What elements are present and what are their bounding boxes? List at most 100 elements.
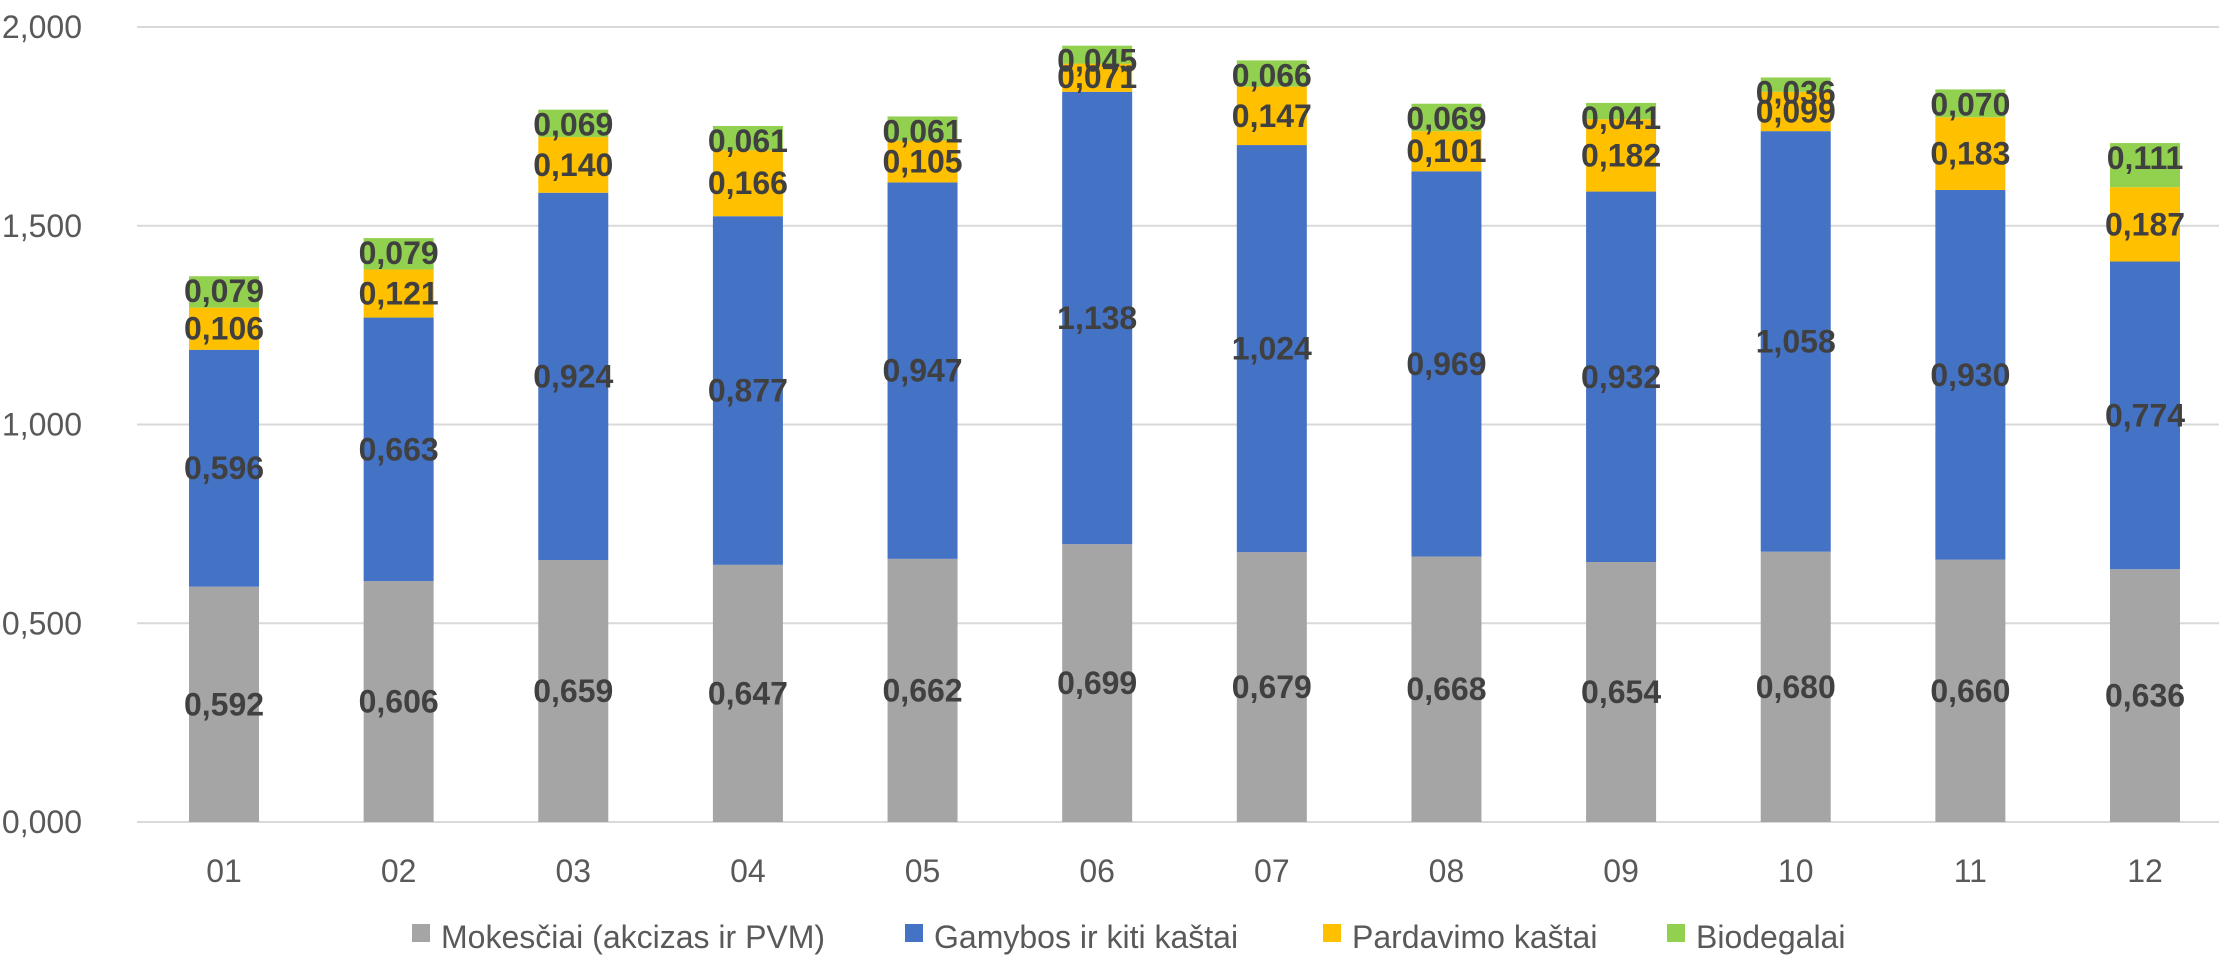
bar-segment [1586,102,1657,120]
bar-segment [2110,187,2180,262]
bars [189,45,2180,822]
x-tick-label: 12 [2127,853,2163,889]
bar-segment [363,238,434,270]
data-label: 0,636 [2105,678,2185,714]
data-label: 0,121 [359,276,439,312]
data-label: 0,774 [2105,397,2185,433]
bar-segment [1586,562,1657,822]
data-label: 0,647 [708,675,788,711]
bar-segment [887,116,958,141]
bar-segment [1062,45,1133,64]
bar-segment [1236,86,1307,146]
data-label: 0,680 [1756,669,1836,705]
y-tick-label: 1,500 [2,208,82,244]
data-label: 0,182 [1581,137,1661,173]
y-axis-ticks: 0,000 0,500 1,000 1,500 2,000 [2,9,82,840]
x-tick-label: 02 [381,853,417,889]
bar-segment [538,109,609,138]
x-tick-label: 11 [1954,853,1987,889]
bar-segment [712,125,783,151]
data-label: 0,679 [1232,669,1312,705]
bar-segment [1062,63,1133,92]
x-tick-label: 04 [730,853,766,889]
bar-segment [1935,559,2006,822]
x-tick-label: 07 [1254,853,1290,889]
bar-segment [887,558,958,822]
bar-segment [1935,89,2006,118]
data-labels: 0,5920,5960,1060,0790,6060,6630,1210,079… [184,43,2185,723]
bar-segment [1586,119,1657,192]
data-label: 0,592 [184,686,264,722]
bar-segment [1236,145,1307,553]
legend-swatch [412,924,430,942]
bar-segment [1411,171,1482,557]
x-tick-label: 09 [1603,853,1639,889]
data-label: 0,596 [184,450,264,486]
data-label: 0,071 [1057,59,1137,95]
x-tick-label: 05 [905,853,941,889]
data-label: 0,061 [708,123,788,159]
gridlines [137,26,2219,823]
data-label: 0,659 [533,673,613,709]
data-label: 0,106 [184,311,264,347]
bar-segment [1586,191,1657,563]
bar-segment [2110,569,2180,822]
data-label: 0,069 [1406,101,1486,137]
data-label: 0,147 [1232,98,1312,134]
data-label: 0,070 [1930,86,2010,122]
data-label: 0,066 [1232,57,1312,93]
bar-segment [712,564,783,822]
data-label: 0,105 [883,144,963,180]
data-label: 0,101 [1406,133,1486,169]
bar-segment [712,150,783,217]
data-label: 0,606 [359,684,439,720]
bar-segment [363,317,434,582]
legend-swatch [905,924,923,942]
bar-segment [1760,77,1831,92]
y-tick-label: 0,000 [2,804,82,840]
data-label: 0,099 [1756,93,1836,129]
data-label: 0,932 [1581,359,1661,395]
data-label: 0,924 [533,358,613,394]
data-label: 0,699 [1057,665,1137,701]
x-tick-label: 06 [1079,853,1115,889]
data-label: 1,024 [1232,331,1312,367]
bar-segment [538,560,609,822]
bar-segment [189,349,259,587]
data-label: 0,061 [883,113,963,149]
x-tick-label: 01 [206,853,242,889]
bar-segment [1411,556,1482,822]
legend: Mokesčiai (akcizas ir PVM) Gamybos ir kit… [412,919,1845,955]
legend-label: Biodegalai [1696,919,1845,955]
bar-segment [2110,143,2180,188]
bar-segment [887,182,958,559]
data-label: 0,660 [1930,673,2010,709]
bar-segment [189,586,259,822]
data-label: 0,111 [2107,140,2184,176]
bar-segment [1411,103,1482,132]
legend-swatch [1323,924,1341,942]
bar-segment [1760,551,1831,822]
data-label: 0,947 [883,353,963,389]
data-label: 0,140 [533,147,613,183]
bar-segment [1236,552,1307,822]
legend-label: Gamybos ir kiti kaštai [934,919,1238,955]
bar-segment [189,276,259,308]
bar-segment [1760,131,1831,552]
bar-segment [363,269,434,318]
bar-segment [538,137,609,193]
data-label: 0,969 [1406,346,1486,382]
bar-segment [1935,189,2006,560]
bar-segment [1062,544,1133,822]
y-tick-label: 2,000 [2,9,82,45]
legend-swatch [1667,924,1685,942]
x-tick-label: 10 [1778,853,1814,889]
bar-segment [1935,117,2006,190]
bar-segment [1760,91,1831,132]
x-tick-label: 08 [1429,853,1465,889]
data-label: 0,654 [1581,674,1661,710]
y-tick-label: 1,000 [2,407,82,443]
data-label: 0,183 [1930,136,2010,172]
data-label: 0,877 [708,373,788,409]
y-tick-label: 0,500 [2,605,82,641]
